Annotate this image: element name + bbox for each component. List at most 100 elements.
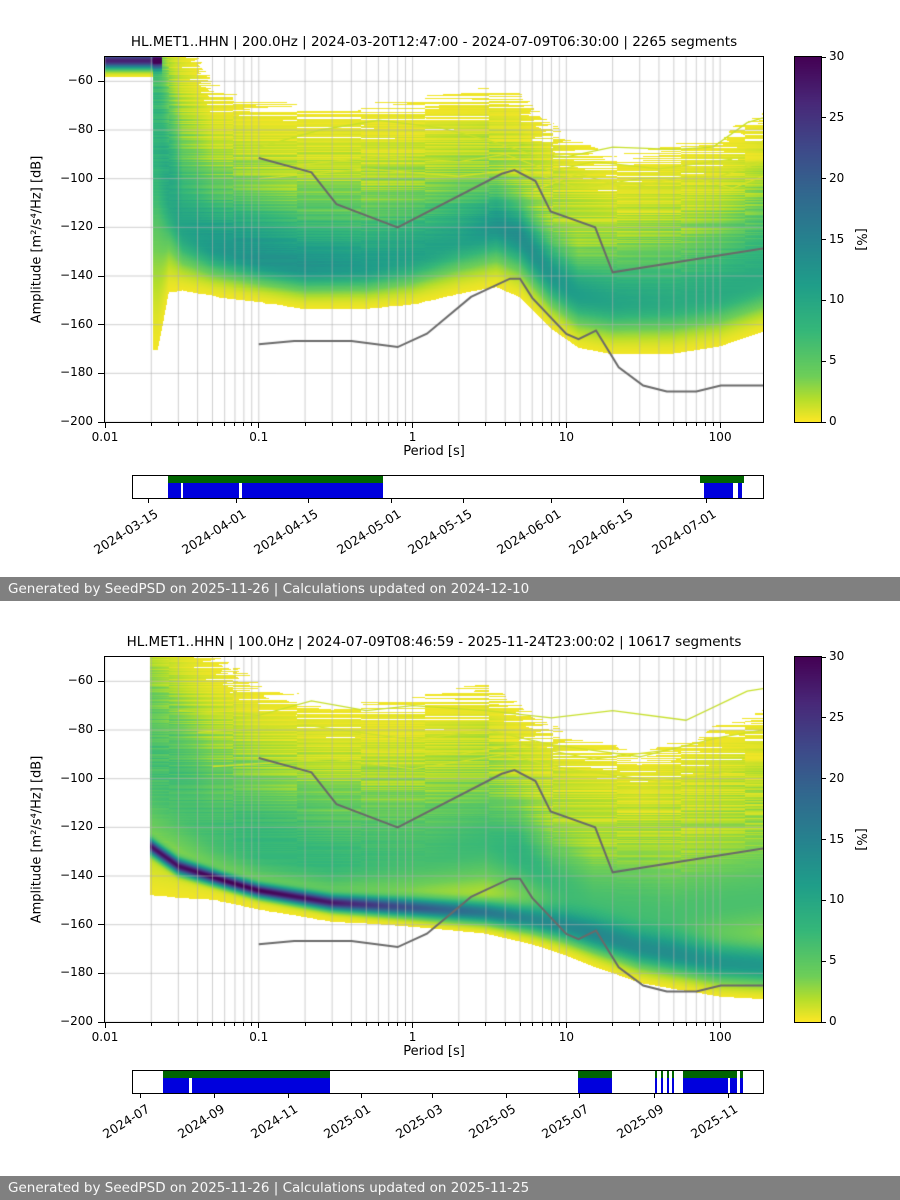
coverage-segment-green: [163, 1071, 331, 1078]
x-minor-tick: [243, 1023, 245, 1026]
x-tick: [104, 423, 106, 428]
x-minor-tick: [612, 423, 614, 426]
y-tick-label: −180: [60, 965, 93, 980]
coverage-tick: [235, 499, 237, 503]
x-minor-tick: [365, 423, 367, 426]
x-tick: [258, 1023, 260, 1028]
colorbar-tick-label: 0: [829, 414, 837, 428]
colorbar-1: [794, 56, 822, 423]
colorbar-tick: [822, 1021, 826, 1023]
x-minor-tick: [331, 423, 333, 426]
colorbar-tick: [822, 717, 826, 719]
x-minor-tick: [704, 1023, 706, 1026]
colorbar-tick: [822, 960, 826, 962]
colorbar-tick-label: 20: [829, 170, 845, 185]
coverage-tick: [148, 499, 150, 503]
colorbar-tick: [822, 360, 826, 362]
coverage-segment-blue: [737, 476, 742, 498]
y-tick-label: −80: [67, 722, 93, 736]
coverage-tick-label: 2024-04-01: [178, 506, 249, 558]
coverage-tick: [390, 499, 392, 503]
y-tick-label: −120: [60, 819, 93, 834]
x-minor-tick: [458, 423, 460, 426]
y-tick-label: −140: [60, 868, 93, 882]
coverage-segment-green: [700, 476, 745, 483]
coverage-tick-label: 2024-07-01: [648, 506, 719, 558]
x-minor-tick: [658, 423, 660, 426]
colorbar-tick-label: 0: [829, 1014, 837, 1028]
x-tick-label: 100: [708, 1030, 732, 1044]
coverage-tick: [139, 1094, 141, 1098]
y-tick-label: −140: [60, 268, 93, 282]
colorbar-tick-label: 30: [829, 649, 845, 663]
x-minor-tick: [639, 423, 641, 426]
x-tick: [565, 423, 567, 428]
y-tick: [98, 275, 104, 277]
x-minor-tick: [685, 423, 687, 426]
x-minor-tick: [197, 1023, 199, 1026]
y-tick: [98, 1021, 104, 1023]
colorbar-canvas: [795, 57, 821, 422]
colorbar-canvas: [795, 657, 821, 1022]
y-tick-label: −80: [67, 122, 93, 136]
coverage-tick: [308, 499, 310, 503]
y-tick-label: −200: [60, 414, 93, 428]
y-tick: [98, 80, 104, 82]
x-tick-label: 100: [708, 430, 732, 444]
coverage-tick-label: 2025-07: [539, 1101, 592, 1142]
x-tick: [719, 1023, 721, 1028]
x-minor-tick: [542, 1023, 544, 1026]
x-minor-tick: [251, 1023, 253, 1026]
coverage-tick: [623, 499, 625, 503]
coverage-segment-blue: [654, 1071, 657, 1093]
ppsd-plot-area-2: [104, 656, 764, 1023]
coverage-segment-blue: [730, 1071, 738, 1093]
coverage-tick-label: 2025-03: [392, 1101, 445, 1142]
x-minor-tick: [177, 1023, 179, 1026]
x-minor-tick: [397, 423, 399, 426]
x-minor-tick: [612, 1023, 614, 1026]
colorbar-tick: [822, 778, 826, 780]
coverage-tick: [579, 1094, 581, 1098]
x-minor-tick: [211, 1023, 213, 1026]
coverage-segment-blue: [667, 1071, 670, 1093]
coverage-tick-label: 2025-05: [466, 1101, 519, 1142]
coverage-tick-label: 2024-11: [248, 1101, 301, 1142]
colorbar-tick: [822, 239, 826, 240]
x-minor-tick: [251, 423, 253, 426]
coverage-tick: [654, 1094, 656, 1098]
coverage-tick: [550, 499, 552, 503]
coverage-tick: [727, 1094, 729, 1098]
x-minor-tick: [558, 423, 560, 426]
x-minor-tick: [685, 1023, 687, 1026]
coverage-segment-green: [660, 1071, 663, 1078]
y-tick-label: −180: [60, 365, 93, 380]
x-tick-label: 10: [558, 430, 574, 444]
x-minor-tick: [177, 423, 179, 426]
coverage-tick: [361, 1094, 363, 1098]
x-minor-tick: [712, 1023, 714, 1026]
x-minor-tick: [695, 423, 697, 426]
coverage-segment-green: [682, 1071, 738, 1078]
x-minor-tick: [224, 423, 226, 426]
coverage-tick-label: 2024-03-15: [91, 506, 161, 558]
colorbar-tick-label: 10: [829, 892, 845, 907]
x-tick-label: 1: [408, 1030, 417, 1044]
coverage-tick-label: 2024-05-15: [405, 506, 476, 558]
coverage-tick-label: 2025-01: [321, 1101, 374, 1142]
colorbar-tick: [822, 656, 826, 658]
x-minor-tick: [673, 1023, 675, 1026]
x-minor-tick: [458, 1023, 460, 1026]
coverage-segment-blue: [672, 1071, 675, 1093]
colorbar-tick-label: 15: [829, 831, 845, 846]
colorbar-tick-label: 15: [829, 231, 845, 246]
ppsd-heatmap-canvas: [105, 657, 763, 1022]
x-minor-tick: [550, 423, 552, 426]
x-axis-label: Period [s]: [403, 1044, 465, 1059]
x-minor-tick: [531, 1023, 533, 1026]
x-minor-tick: [658, 1023, 660, 1026]
x-minor-tick: [234, 1023, 236, 1026]
coverage-segment-green: [672, 1071, 675, 1078]
coverage-segment-blue: [660, 1071, 663, 1093]
x-minor-tick: [519, 1023, 521, 1026]
